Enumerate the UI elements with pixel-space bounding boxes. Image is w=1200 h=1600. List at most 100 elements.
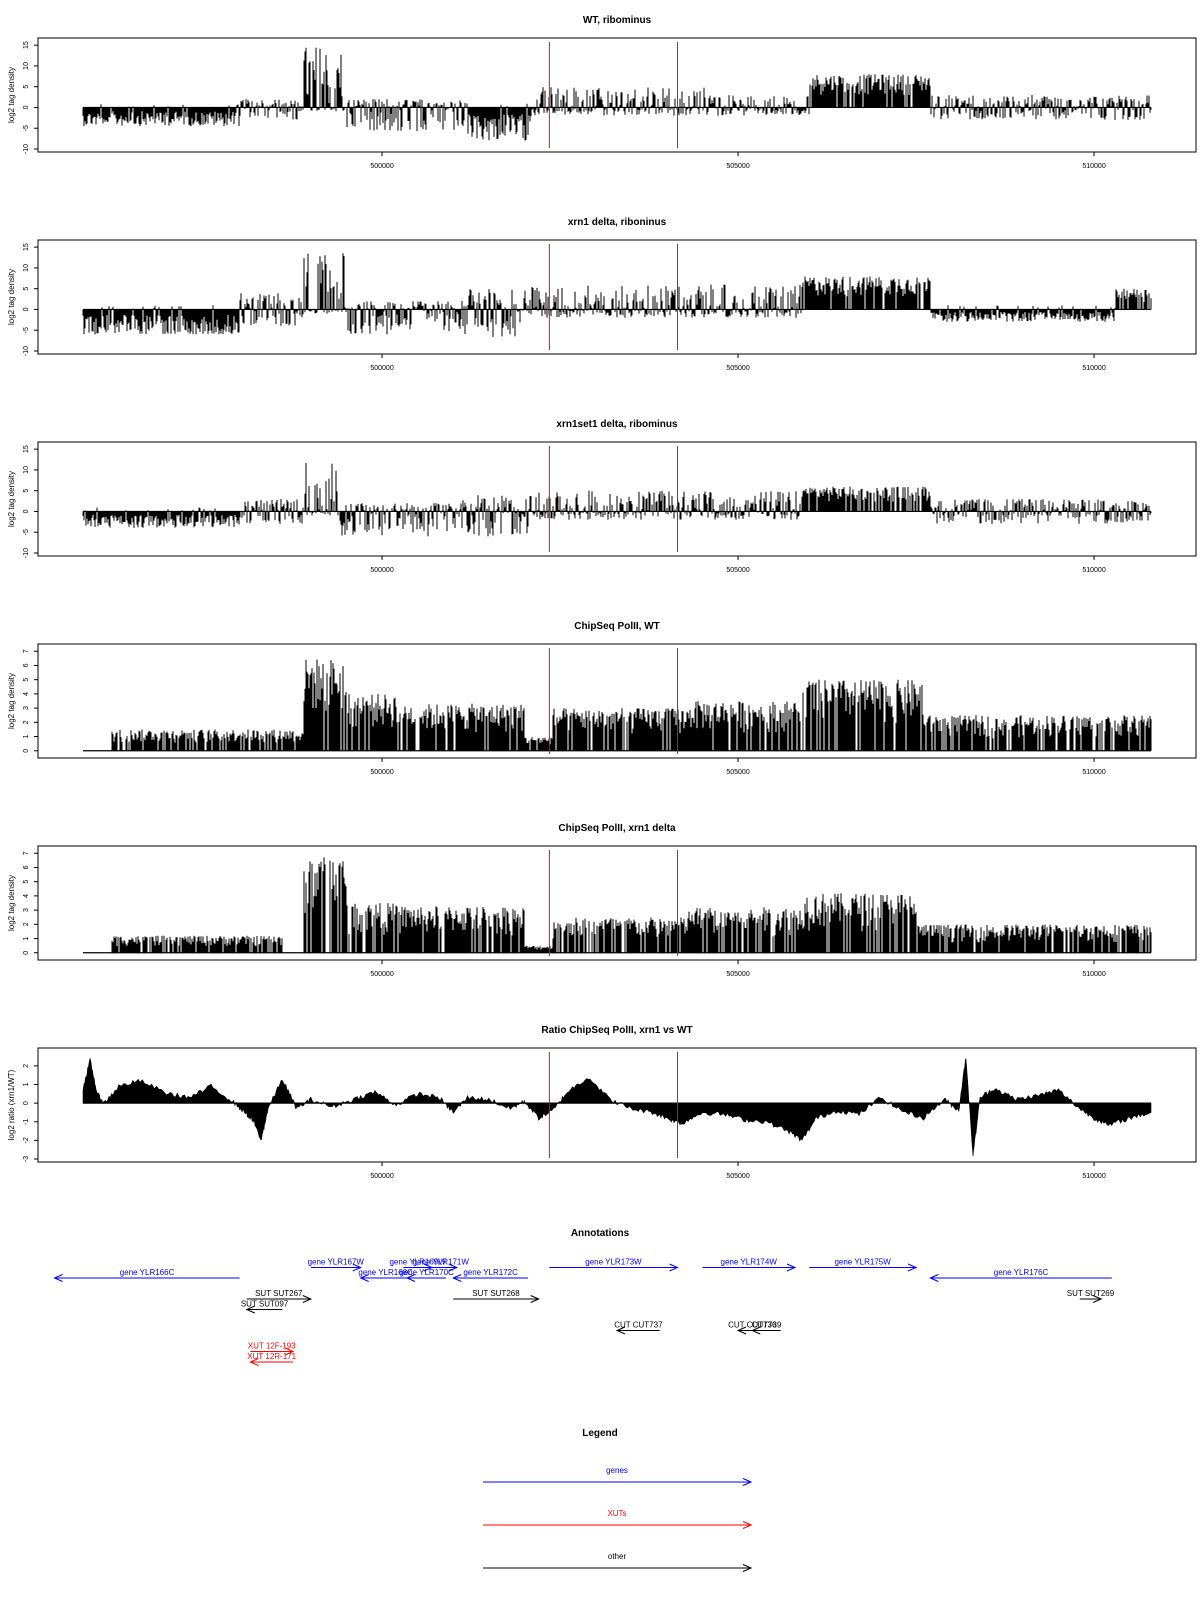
chart-panel-3: xrn1set1 delta, ribominus log2 tag densit… bbox=[7, 419, 1197, 574]
y-tick-label: 15 bbox=[23, 41, 30, 49]
arrow-head bbox=[359, 1274, 369, 1282]
y-tick-label: 10 bbox=[23, 264, 30, 272]
data-segment bbox=[552, 917, 689, 953]
chart-panel-2: xrn1 delta, riboninus log2 tag density -10… bbox=[7, 217, 1197, 372]
annotation-feature: XUT 12R-171 bbox=[247, 1352, 297, 1366]
arrow-head bbox=[530, 1295, 540, 1303]
y-axis-label: log2 ratio (xrn1/WT) bbox=[7, 1069, 16, 1140]
arrow-head bbox=[249, 1358, 259, 1366]
data-segment bbox=[396, 906, 525, 953]
arrow-head bbox=[742, 1564, 753, 1572]
data-bars bbox=[82, 1057, 1152, 1157]
data-segment bbox=[460, 289, 532, 337]
annotation-feature: gene YLR176C bbox=[929, 1268, 1112, 1282]
annotation-feature: gene YLR172C bbox=[451, 1268, 528, 1282]
ratio-area bbox=[82, 1057, 1152, 1157]
plot-frame bbox=[37, 239, 1197, 355]
x-tick-label: 500000 bbox=[370, 567, 393, 574]
y-tick-label: 1 bbox=[23, 1082, 30, 1086]
y-tick-label: -10 bbox=[23, 144, 30, 154]
annotation-label: SUT SUT267 bbox=[255, 1289, 303, 1298]
y-tick-label: 7 bbox=[23, 851, 30, 855]
chart-panel-4: ChipSeq PolII, WT log2 tag density 0 1 2 3 4 5 6… bbox=[7, 621, 1197, 776]
y-tick-label: 5 bbox=[23, 85, 30, 89]
y-tick-label: -2 bbox=[23, 1137, 30, 1143]
annotation-label: XUT 12R-171 bbox=[247, 1352, 296, 1361]
y-tick-label: 0 bbox=[23, 307, 30, 311]
arrow-head bbox=[1092, 1295, 1103, 1303]
annotation-feature: SUT SUT269 bbox=[1067, 1289, 1115, 1303]
y-tick-label: 15 bbox=[23, 445, 30, 453]
arrow-head bbox=[448, 1263, 459, 1272]
x-tick-label: 505000 bbox=[726, 163, 749, 170]
data-segment bbox=[303, 857, 347, 953]
legend-label: genes bbox=[606, 1466, 628, 1475]
data-segment bbox=[111, 729, 304, 751]
plot-frame bbox=[37, 441, 1197, 557]
y-tick-label: -3 bbox=[23, 1156, 30, 1162]
y-tick-label: -1 bbox=[23, 1119, 30, 1125]
chart-panel-6: Ratio ChipSeq PolII, xrn1 vs WT log2 rati… bbox=[7, 1025, 1197, 1180]
arrow-head bbox=[742, 1521, 753, 1529]
data-segment bbox=[82, 305, 240, 335]
data-segment bbox=[346, 903, 397, 953]
y-tick-label: 4 bbox=[23, 894, 30, 898]
panel-title: WT, ribominus bbox=[583, 15, 652, 26]
plot-frame bbox=[37, 643, 1197, 759]
arrow-head bbox=[736, 1326, 747, 1335]
annotation-feature: gene YLR171W bbox=[413, 1258, 470, 1272]
data-segment bbox=[524, 945, 553, 953]
y-tick-label: -5 bbox=[23, 327, 30, 333]
y-axis-label: log2 tag density bbox=[7, 269, 16, 325]
data-segment bbox=[111, 935, 283, 953]
data-segment bbox=[716, 95, 810, 116]
y-tick-label: 5 bbox=[23, 287, 30, 291]
arrow-head bbox=[302, 1295, 313, 1303]
annotation-label: SUT SUT097 bbox=[241, 1300, 289, 1309]
y-axis-label: log2 tag density bbox=[7, 875, 16, 931]
data-bars bbox=[111, 857, 1152, 953]
panel-title: ChipSeq PolII, WT bbox=[574, 621, 660, 632]
x-tick-label: 510000 bbox=[1082, 971, 1105, 978]
plot-frame bbox=[37, 845, 1197, 961]
data-segment bbox=[802, 893, 917, 953]
y-tick-label: 0 bbox=[23, 509, 30, 513]
y-axis-label: log2 tag density bbox=[7, 673, 16, 729]
annotations-title: Annotations bbox=[571, 1228, 630, 1239]
annotation-label: gene YLR172C bbox=[463, 1268, 518, 1277]
data-segment bbox=[82, 507, 240, 528]
panel-title: ChipSeq PolII, xrn1 delta bbox=[558, 823, 676, 834]
data-segment bbox=[930, 305, 1116, 322]
annotation-label: CUT CUT736 bbox=[728, 1321, 777, 1330]
annotation-label: gene YLR175W bbox=[834, 1258, 891, 1267]
legend-entry: genes bbox=[483, 1466, 753, 1486]
x-tick-label: 505000 bbox=[726, 567, 749, 574]
annotation-label: gene YLR171W bbox=[413, 1258, 470, 1267]
data-segment bbox=[467, 103, 532, 141]
data-segment bbox=[531, 87, 717, 116]
annotation-label: gene YLR170C bbox=[399, 1268, 454, 1277]
y-axis-label: log2 tag density bbox=[7, 67, 16, 123]
y-tick-label: 4 bbox=[23, 692, 30, 696]
annotation-label: XUT 12F-193 bbox=[248, 1342, 296, 1351]
y-tick-label: -5 bbox=[23, 529, 30, 535]
data-segment bbox=[531, 490, 803, 520]
arrow-head bbox=[907, 1263, 918, 1272]
annotation-feature: gene YLR168C bbox=[358, 1268, 413, 1282]
y-axis-label: log2 tag density bbox=[7, 471, 16, 527]
annotation-label: CUT739 bbox=[752, 1321, 782, 1330]
y-tick-label: 0 bbox=[23, 1101, 30, 1105]
data-segment bbox=[802, 679, 924, 751]
y-tick-label: 10 bbox=[23, 466, 30, 474]
annotation-feature: SUT SUT268 bbox=[453, 1289, 540, 1303]
x-tick-label: 505000 bbox=[726, 365, 749, 372]
x-tick-label: 500000 bbox=[370, 769, 393, 776]
data-segment bbox=[346, 301, 461, 335]
x-tick-label: 510000 bbox=[1082, 567, 1105, 574]
arrow-head bbox=[786, 1263, 797, 1272]
data-segment bbox=[346, 99, 468, 131]
annotation-label: SUT SUT269 bbox=[1067, 1289, 1115, 1298]
y-tick-label: 3 bbox=[23, 908, 30, 912]
x-tick-label: 500000 bbox=[370, 1173, 393, 1180]
